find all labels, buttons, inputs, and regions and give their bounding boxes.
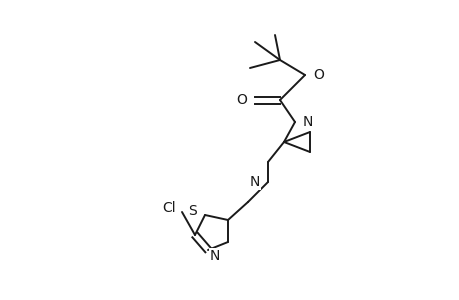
- Text: N: N: [210, 249, 220, 263]
- Text: Cl: Cl: [162, 201, 176, 215]
- Text: O: O: [235, 93, 246, 107]
- Text: S: S: [188, 204, 196, 218]
- Text: O: O: [312, 68, 323, 82]
- Text: N: N: [249, 175, 259, 189]
- Text: N: N: [302, 115, 313, 129]
